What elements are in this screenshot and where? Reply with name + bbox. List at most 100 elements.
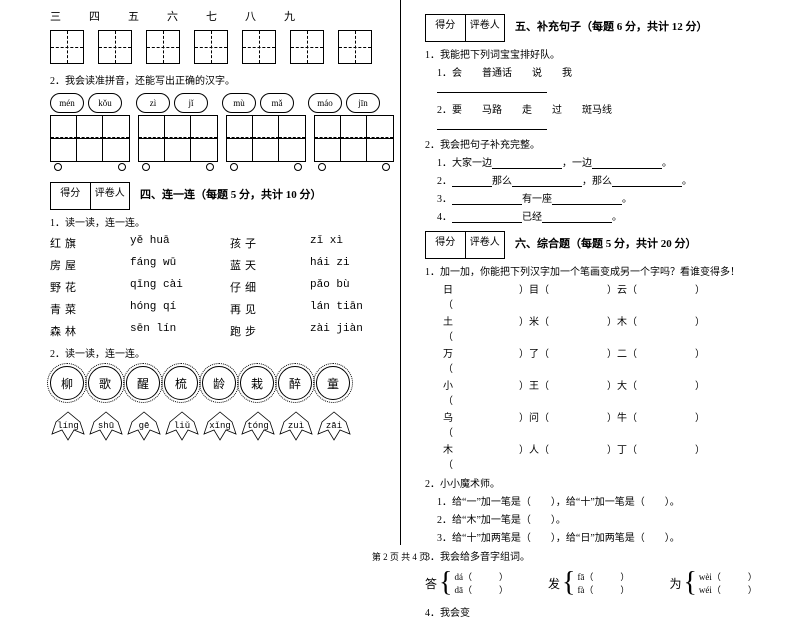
grid-box bbox=[50, 30, 84, 64]
grid-box bbox=[242, 30, 276, 64]
hanzi-row: 乌（）问（）牛（） bbox=[443, 409, 770, 439]
score-box: 得分 评卷人 bbox=[425, 231, 505, 259]
num-char: 七 bbox=[206, 8, 217, 24]
hanzi-row: 土（）米（）木（） bbox=[443, 313, 770, 343]
score-label: 得分 bbox=[426, 15, 466, 41]
section-6-title: 六、综合题（每题 5 分，共计 20 分） bbox=[515, 231, 697, 251]
number-row: 三 四 五 六 七 八 九 bbox=[50, 8, 380, 24]
flower: 醒 bbox=[126, 366, 160, 400]
cloud: mǎ bbox=[260, 93, 294, 113]
num-char: 八 bbox=[245, 8, 256, 24]
score-label: 得分 bbox=[426, 232, 466, 258]
cloud: mù bbox=[222, 93, 256, 113]
flower-row: 柳 歌 醒 梳 龄 栽 醉 童 bbox=[50, 366, 380, 400]
flower: 醉 bbox=[278, 366, 312, 400]
score-box: 得分 评卷人 bbox=[50, 182, 130, 210]
match-row: 野花qīng cài仔细pǎo bù bbox=[50, 279, 380, 295]
hanzi-row: 日（）目（）云（） bbox=[443, 281, 770, 311]
polyphonic-item: 答{dá（ ）dā（ ） bbox=[425, 571, 508, 596]
answer-blank[interactable] bbox=[492, 158, 562, 169]
leaf: tóng bbox=[240, 410, 276, 442]
flower: 梳 bbox=[164, 366, 198, 400]
num-char: 三 bbox=[50, 8, 61, 24]
page-footer: 第 2 页 共 4 页 bbox=[0, 550, 800, 563]
q6-2-3: 3．给“十”加两笔是（ ），给“日”加两笔是（ ）。 bbox=[437, 529, 770, 544]
cart-row bbox=[50, 115, 380, 174]
q5-1: 1．我能把下列词宝宝排好队。 bbox=[425, 46, 770, 61]
writing-grid-row bbox=[50, 30, 380, 64]
flower: 柳 bbox=[50, 366, 84, 400]
q6-2-1: 1．给“一”加一笔是（ ），给“十”加一笔是（ ）。 bbox=[437, 493, 770, 508]
hanzi-grid: 日（）目（）云（）土（）米（）木（）万（）了（）二（）小（）王（）大（）乌（）问… bbox=[443, 281, 770, 471]
answer-blank[interactable] bbox=[512, 176, 582, 187]
answer-blank[interactable] bbox=[452, 212, 522, 223]
text: 3． bbox=[437, 194, 452, 205]
num-char: 四 bbox=[89, 8, 100, 24]
polyphonic-row: 答{dá（ ）dā（ ） 发{fā（ ）fà（ ） 为{wèi（ ）wéi（ ） bbox=[425, 571, 770, 596]
answer-blank[interactable] bbox=[552, 194, 622, 205]
leaf: líng bbox=[50, 410, 86, 442]
cloud: mén bbox=[50, 93, 84, 113]
polyphonic-item: 为{wèi（ ）wéi（ ） bbox=[669, 571, 756, 596]
grid-box bbox=[194, 30, 228, 64]
answer-blank[interactable] bbox=[452, 176, 492, 187]
leaf: gē bbox=[126, 410, 162, 442]
text: 4． bbox=[437, 212, 452, 223]
score-label: 得分 bbox=[51, 183, 91, 209]
text: ，那么 bbox=[582, 176, 612, 187]
grid-box bbox=[146, 30, 180, 64]
flower: 童 bbox=[316, 366, 350, 400]
leaf: shū bbox=[88, 410, 124, 442]
answer-blank[interactable] bbox=[437, 82, 547, 93]
score-box: 得分 评卷人 bbox=[425, 14, 505, 42]
q4-2: 2．读一读，连一连。 bbox=[50, 345, 380, 360]
polyphonic-item: 发{fā（ ）fà（ ） bbox=[548, 571, 629, 596]
q6-4: 4．我会变 bbox=[425, 604, 770, 619]
answer-blank[interactable] bbox=[612, 176, 682, 187]
q5-1-1: 1．会 普通话 说 我 bbox=[437, 64, 770, 79]
answer-blank[interactable] bbox=[592, 158, 662, 169]
cart bbox=[314, 115, 394, 174]
num-char: 五 bbox=[128, 8, 139, 24]
cloud: máo bbox=[308, 93, 342, 113]
leaf: zuì bbox=[278, 410, 314, 442]
text: ，一边 bbox=[562, 158, 592, 169]
match-row: 房屋fáng wū蓝天hái zi bbox=[50, 257, 380, 273]
text: 已经 bbox=[522, 212, 542, 223]
answer-blank[interactable] bbox=[542, 212, 612, 223]
grader-label: 评卷人 bbox=[466, 15, 505, 41]
question-2: 2．我会读准拼音，还能写出正确的汉字。 bbox=[50, 72, 380, 87]
pinyin-cloud-row: mén kǒu zì jǐ mù mǎ máo jīn bbox=[50, 93, 380, 113]
match-row: 青菜hóng qí再见lán tiān bbox=[50, 301, 380, 317]
grid-box bbox=[290, 30, 324, 64]
text: 有一座 bbox=[522, 194, 552, 205]
q6-2: 2．小小魔术师。 bbox=[425, 475, 770, 490]
text: 2． bbox=[437, 176, 452, 187]
grader-label: 评卷人 bbox=[466, 232, 505, 258]
num-char: 六 bbox=[167, 8, 178, 24]
grid-box bbox=[338, 30, 372, 64]
text: 1．大家一边 bbox=[437, 158, 492, 169]
section-5-title: 五、补充句子（每题 6 分，共计 12 分） bbox=[515, 14, 708, 34]
flower: 歌 bbox=[88, 366, 122, 400]
q4-1: 1．读一读，连一连。 bbox=[50, 214, 380, 229]
leaf: xǐng bbox=[202, 410, 238, 442]
cart bbox=[138, 115, 218, 174]
answer-blank[interactable] bbox=[437, 119, 547, 130]
flower: 栽 bbox=[240, 366, 274, 400]
q5-1-2: 2．要 马路 走 过 斑马线 bbox=[437, 101, 770, 116]
answer-blank[interactable] bbox=[452, 194, 522, 205]
cloud: zì bbox=[136, 93, 170, 113]
leaf: zāi bbox=[316, 410, 352, 442]
num-char: 九 bbox=[284, 8, 295, 24]
cloud: kǒu bbox=[88, 93, 122, 113]
leaf: liǔ bbox=[164, 410, 200, 442]
hanzi-row: 万（）了（）二（） bbox=[443, 345, 770, 375]
q6-1: 1．加一加，你能把下列汉字加一个笔画变成另一个字吗？看谁变得多！ bbox=[425, 263, 770, 278]
cloud: jīn bbox=[346, 93, 380, 113]
hanzi-row: 小（）王（）大（） bbox=[443, 377, 770, 407]
flower: 龄 bbox=[202, 366, 236, 400]
grader-label: 评卷人 bbox=[91, 183, 130, 209]
cloud: jǐ bbox=[174, 93, 208, 113]
hanzi-row: 木（）人（）丁（） bbox=[443, 441, 770, 471]
